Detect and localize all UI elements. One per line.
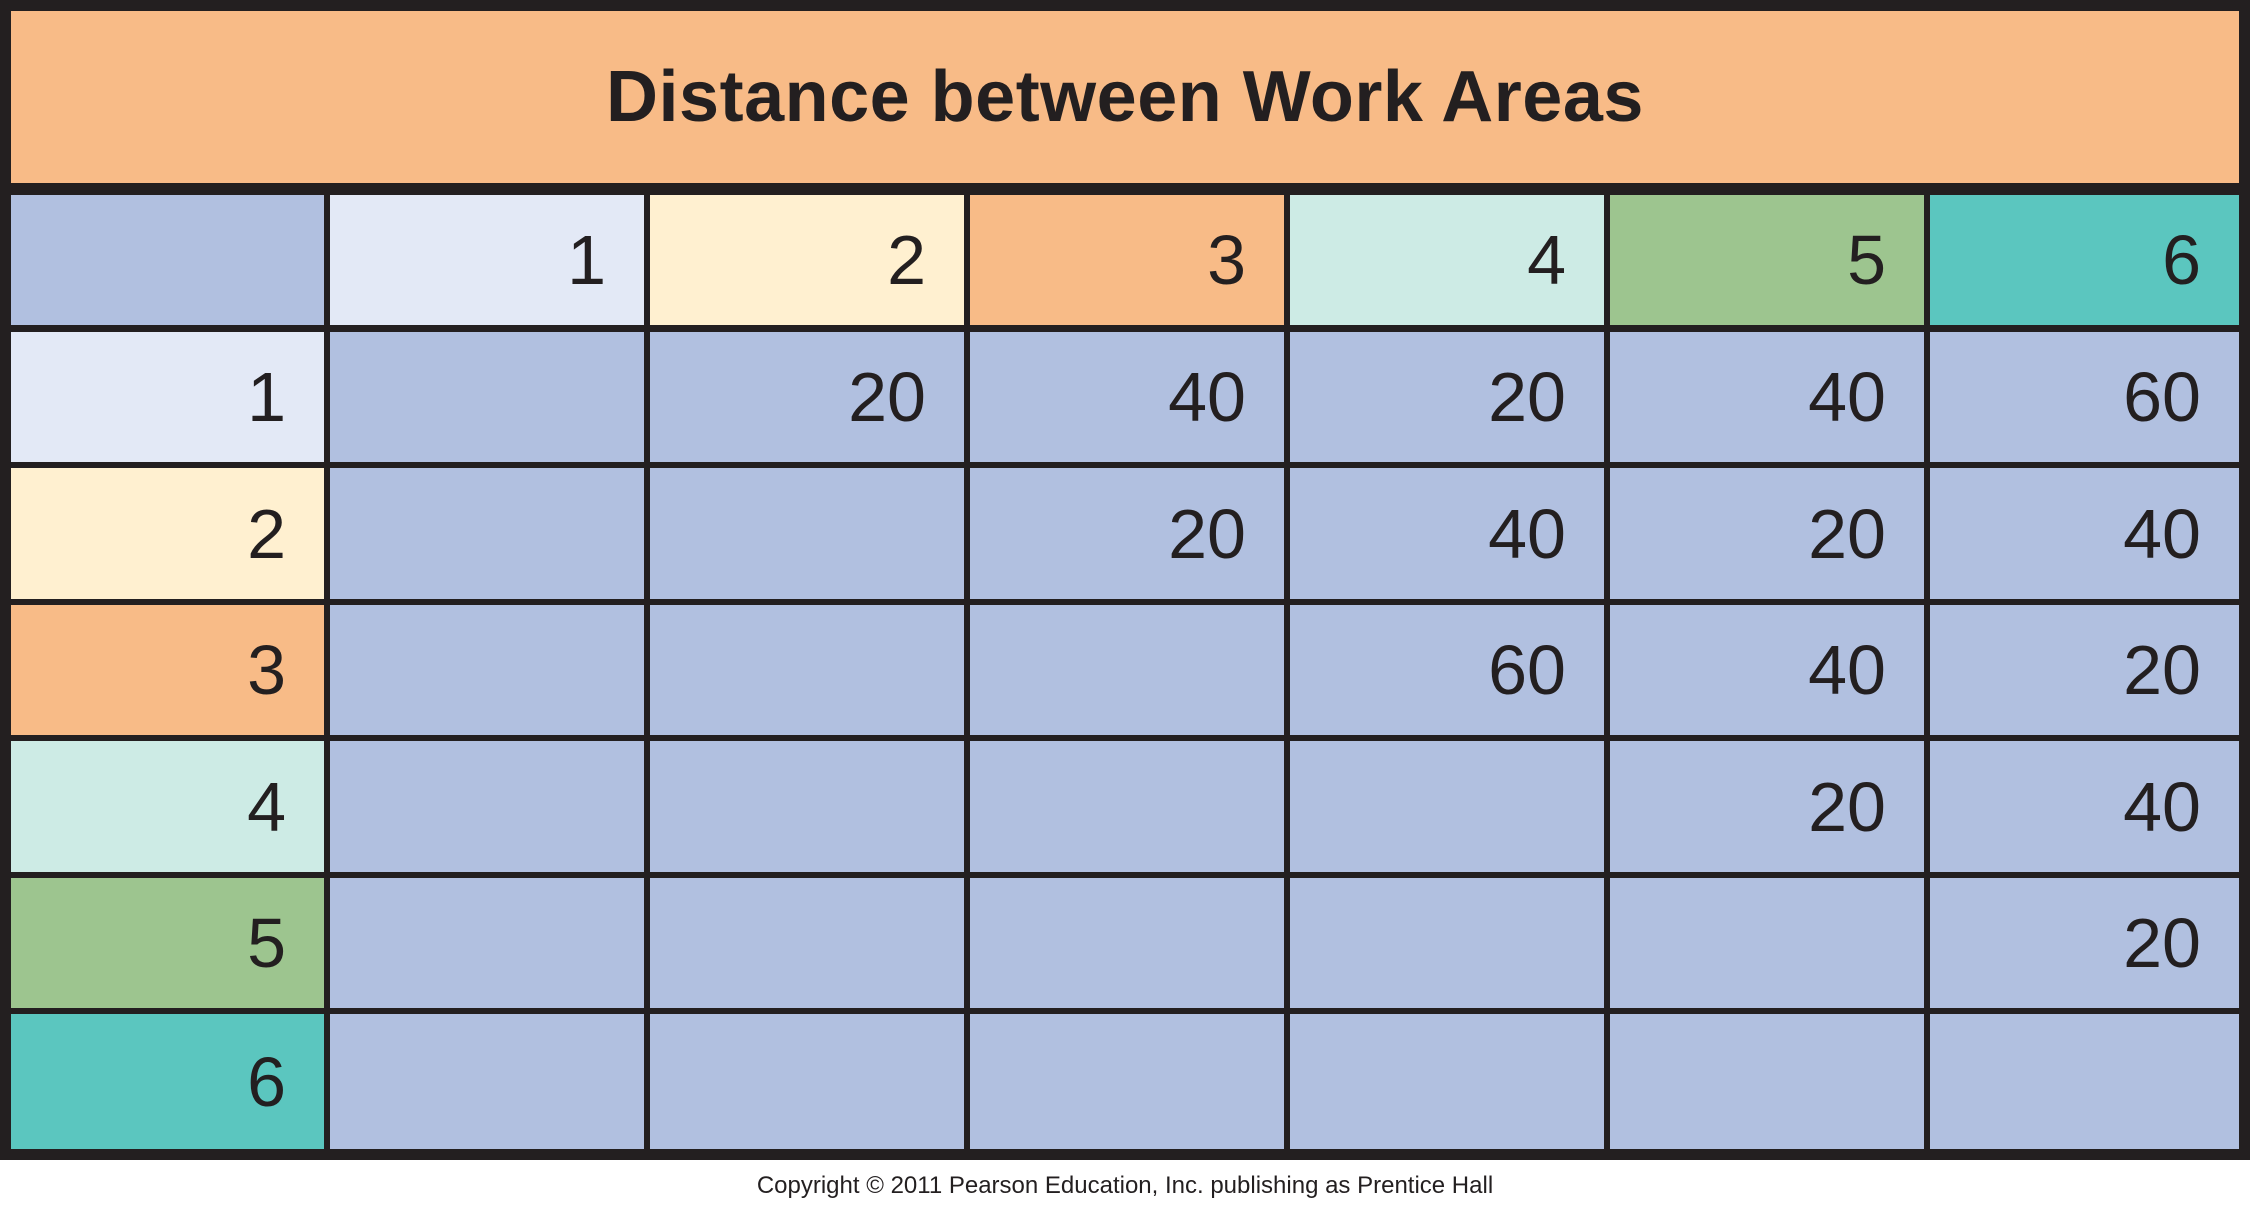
distance-cell-r3-c1 (330, 605, 644, 735)
distance-cell-r4-c2 (650, 741, 964, 872)
distance-cell-r4-c1 (330, 741, 644, 872)
title-bar: Distance between Work Areas (11, 11, 2239, 183)
row-header-5: 5 (11, 878, 324, 1008)
row-header-6: 6 (11, 1014, 324, 1149)
column-header-3: 3 (970, 195, 1284, 325)
distance-cell-r1-c1 (330, 332, 644, 462)
column-header-4: 4 (1290, 195, 1604, 325)
row-header-3: 3 (11, 605, 324, 735)
distance-cell-r6-c5 (1610, 1014, 1924, 1149)
distance-cell-r2-c1 (330, 468, 644, 599)
distance-cell-r2-c3: 20 (970, 468, 1284, 599)
distance-cell-r6-c6 (1930, 1014, 2239, 1149)
distance-cell-r5-c6: 20 (1930, 878, 2239, 1008)
distance-cell-r3-c5: 40 (1610, 605, 1924, 735)
distance-table-figure: Distance between Work Areas 1 2 3 4 5 6 1 20 40 2… (0, 0, 2250, 1160)
distance-cell-r1-c5: 40 (1610, 332, 1924, 462)
corner-cell (11, 195, 324, 325)
column-header-2: 2 (650, 195, 964, 325)
distance-cell-r6-c4 (1290, 1014, 1604, 1149)
distance-cell-r1-c6: 60 (1930, 332, 2239, 462)
row-header-1: 1 (11, 332, 324, 462)
distance-cell-r1-c2: 20 (650, 332, 964, 462)
table-title: Distance between Work Areas (606, 57, 1644, 137)
distance-cell-r5-c3 (970, 878, 1284, 1008)
distance-cell-r1-c3: 40 (970, 332, 1284, 462)
distance-cell-r2-c2 (650, 468, 964, 599)
column-header-5: 5 (1610, 195, 1924, 325)
distance-cell-r4-c3 (970, 741, 1284, 872)
distance-cell-r5-c1 (330, 878, 644, 1008)
row-header-4: 4 (11, 741, 324, 872)
distance-cell-r6-c1 (330, 1014, 644, 1149)
distance-cell-r5-c2 (650, 878, 964, 1008)
distance-cell-r2-c4: 40 (1290, 468, 1604, 599)
distance-cell-r3-c3 (970, 605, 1284, 735)
distance-cell-r4-c4 (1290, 741, 1604, 872)
distance-cell-r2-c5: 20 (1610, 468, 1924, 599)
distance-cell-r6-c2 (650, 1014, 964, 1149)
distance-cell-r3-c6: 20 (1930, 605, 2239, 735)
distance-cell-r3-c4: 60 (1290, 605, 1604, 735)
distance-cell-r5-c5 (1610, 878, 1924, 1008)
row-header-2: 2 (11, 468, 324, 599)
column-header-1: 1 (330, 195, 644, 325)
distance-cell-r3-c2 (650, 605, 964, 735)
distance-cell-r5-c4 (1290, 878, 1604, 1008)
distance-cell-r4-c6: 40 (1930, 741, 2239, 872)
column-header-6: 6 (1930, 195, 2239, 325)
distance-cell-r4-c5: 20 (1610, 741, 1924, 872)
distance-cell-r6-c3 (970, 1014, 1284, 1149)
distance-cell-r2-c6: 40 (1930, 468, 2239, 599)
copyright-footer: Copyright © 2011 Pearson Education, Inc.… (756, 1172, 1494, 1199)
distance-cell-r1-c4: 20 (1290, 332, 1604, 462)
